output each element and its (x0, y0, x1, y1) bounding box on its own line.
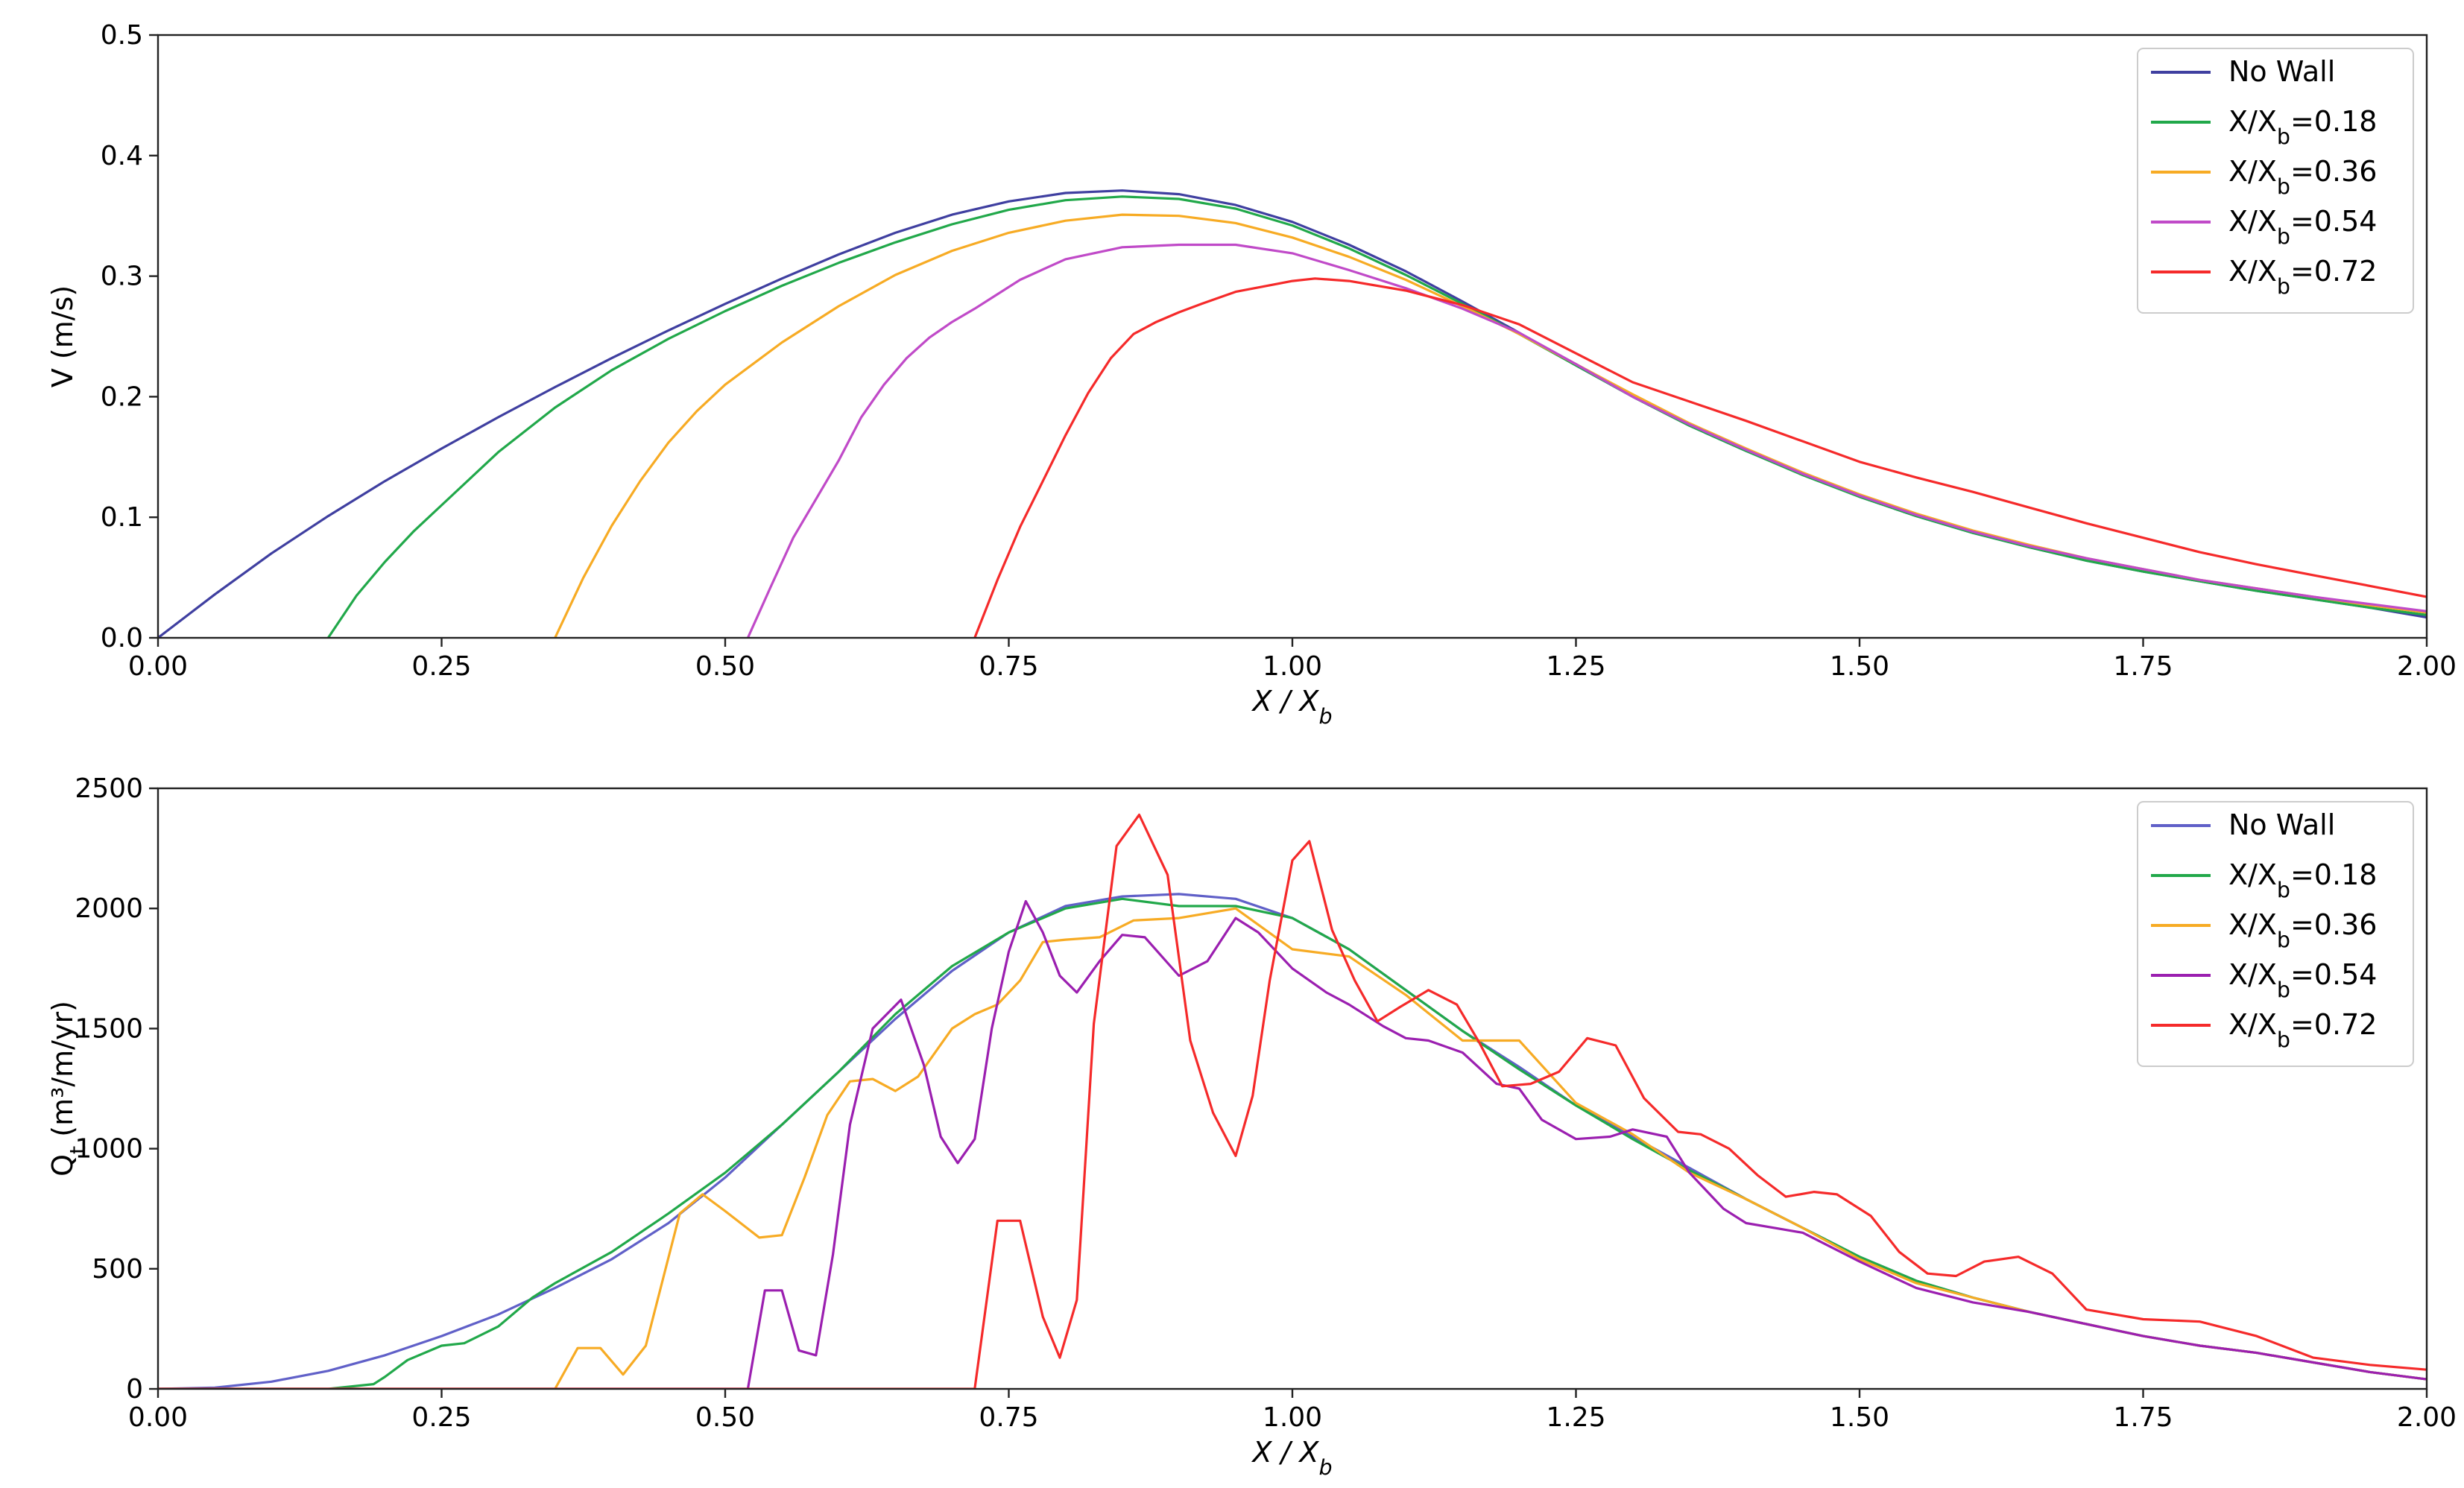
legend-label: X/Xb=0.18 (2228, 105, 2377, 149)
y-tick-label: 0.0 (101, 623, 143, 653)
y-tick-label: 0 (126, 1374, 143, 1405)
x-tick-label: 0.25 (411, 651, 471, 682)
legend-item: X/Xb=0.18 (2151, 858, 2377, 902)
legend-item: X/Xb=0.72 (2151, 255, 2377, 299)
series-line-2 (326, 195, 2427, 638)
y-axis-label: Qt (m³/m/yr) (46, 1001, 90, 1177)
x-tick-label: 1.00 (1263, 1402, 1322, 1433)
legend-label: X/Xb=0.72 (2228, 1008, 2377, 1052)
series-group (158, 189, 2427, 638)
legend-box (2137, 48, 2414, 314)
legend-item: X/Xb=0.18 (2151, 105, 2377, 149)
y-tick-label: 0.4 (101, 141, 143, 171)
y-tick-label: 0.2 (101, 382, 143, 412)
chart-panel-2: 0.00 0.25 0.50 0.75 1.00 1.25 1.50 1.75 2.00 0 500… (46, 773, 2457, 1480)
series-line-5 (973, 277, 2427, 638)
chart-panel-1: 0.00 0.25 0.50 0.75 1.00 1.25 1.50 1.75 2.00 0.0 0… (46, 20, 2457, 729)
x-tick-label: 0.00 (128, 651, 188, 682)
legend-label: No Wall (2228, 808, 2335, 841)
series-line-1 (158, 189, 2427, 638)
x-tick-label: 0.50 (695, 651, 755, 682)
y-tick-label: 2000 (75, 893, 143, 924)
y-tick-label: 1500 (75, 1013, 143, 1044)
x-tick-label: 1.25 (1546, 1402, 1605, 1433)
legend-label: X/Xb=0.72 (2228, 255, 2377, 299)
x-axis-label: X / Xb (1251, 1436, 1332, 1480)
legend-item: X/Xb=0.72 (2151, 1008, 2377, 1052)
series-line-4 (158, 899, 2427, 1389)
x-tick-label: 1.50 (1830, 1402, 1889, 1433)
series-line-4 (746, 243, 2427, 638)
x-tick-label: 1.00 (1263, 651, 1322, 682)
x-tick-label: 2.00 (2397, 651, 2457, 682)
legend-label: X/Xb=0.54 (2228, 958, 2377, 1002)
legend-item: No Wall (2151, 55, 2335, 88)
x-tick-label: 1.50 (1830, 651, 1889, 682)
x-tick-label: 2.00 (2397, 1402, 2457, 1433)
plot-frame (157, 787, 2428, 1390)
x-tick-label: 1.75 (2113, 651, 2173, 682)
series-line-3 (158, 907, 2427, 1389)
legend-label: X/Xb=0.36 (2228, 155, 2377, 199)
legend-item: X/Xb=0.54 (2151, 205, 2377, 249)
series-group (158, 813, 2427, 1389)
x-tick-label: 0.75 (979, 651, 1038, 682)
legend-label: X/Xb=0.36 (2228, 908, 2377, 952)
x-tick-label: 1.75 (2113, 1402, 2173, 1433)
legend-item: X/Xb=0.54 (2151, 958, 2377, 1002)
y-tick-label: 2500 (75, 773, 143, 804)
legend: No Wall X/Xb=0.18 X/Xb=0.36 X/Xb=0.54 X/Xb=0… (2137, 801, 2414, 1067)
x-tick-label: 0.50 (695, 1402, 755, 1433)
x-tick-label: 0.75 (979, 1402, 1038, 1433)
series-line-5 (158, 813, 2427, 1389)
legend-label: No Wall (2228, 55, 2335, 88)
plot-frame (157, 34, 2428, 639)
legend: No Wall X/Xb=0.18 X/Xb=0.36 X/Xb=0.54 X/Xb=0… (2137, 48, 2414, 314)
legend-item: X/Xb=0.36 (2151, 155, 2377, 199)
legend-item: No Wall (2151, 808, 2335, 841)
legend-box (2137, 801, 2414, 1067)
legend-label: X/Xb=0.54 (2228, 205, 2377, 249)
y-tick-label: 0.1 (101, 502, 143, 533)
y-tick-label: 0.3 (101, 262, 143, 292)
x-axis-label: X / Xb (1251, 685, 1332, 729)
x-tick-label: 1.25 (1546, 651, 1605, 682)
y-tick-label: 1000 (75, 1134, 143, 1165)
legend-item: X/Xb=0.36 (2151, 908, 2377, 952)
x-tick-label: 0.25 (411, 1402, 471, 1433)
legend-label: X/Xb=0.18 (2228, 858, 2377, 902)
y-tick-label: 0.5 (101, 20, 143, 51)
y-axis-label: V (m/s) (46, 285, 79, 387)
y-tick-label: 500 (92, 1254, 143, 1285)
x-tick-label: 0.00 (128, 1402, 188, 1433)
